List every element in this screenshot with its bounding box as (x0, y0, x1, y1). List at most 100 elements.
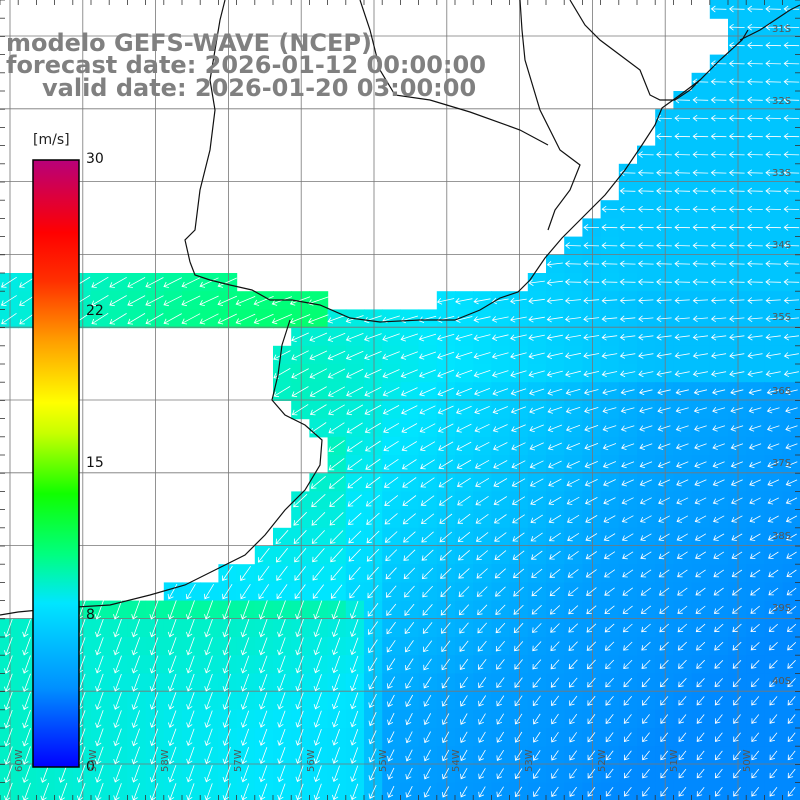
wind-cell (764, 637, 784, 656)
wind-arrow (659, 641, 669, 651)
wind-cell (582, 618, 602, 638)
wind-arrow (496, 713, 505, 725)
wind-arrow (385, 549, 398, 562)
wind-arrow (674, 205, 691, 213)
wind-cell (455, 618, 474, 638)
wind-cell (327, 564, 347, 583)
wind-arrow (601, 333, 618, 341)
wind-cell (418, 600, 438, 620)
wind-cell (455, 473, 474, 492)
wind-arrow (551, 768, 559, 779)
wind-arrow (382, 351, 400, 360)
lat-label: 35S (772, 312, 792, 323)
wind-arrow (420, 495, 435, 506)
wind-arrow (713, 569, 725, 578)
wind-cell (546, 546, 565, 565)
wind-arrow (783, 333, 800, 341)
coastline-segment (359, 0, 549, 146)
wind-arrow (513, 622, 524, 634)
wind-cell (491, 564, 511, 583)
wind-arrow (532, 713, 541, 725)
wind-arrow (533, 786, 541, 798)
wind-arrow (367, 566, 379, 580)
wind-cell (764, 564, 784, 583)
wind-arrow (783, 297, 800, 304)
wind-arrow (167, 673, 177, 692)
wind-cell (382, 382, 401, 401)
wind-arrow (331, 619, 341, 638)
wind-cell (436, 527, 456, 547)
wind-arrow (657, 461, 671, 469)
wind-cell (582, 600, 602, 620)
wind-arrow (767, 533, 779, 541)
wind-cell (491, 600, 511, 620)
wind-arrow (295, 747, 304, 764)
wind-cell (564, 564, 583, 583)
wind-cell (382, 436, 401, 456)
colorbar-gradient (32, 159, 80, 768)
wind-arrow (692, 315, 709, 323)
wind-arrow (641, 641, 651, 651)
wind-arrow (186, 783, 195, 800)
wind-arrow (622, 605, 633, 614)
wind-arrow (259, 710, 268, 728)
wind-arrow (751, 696, 760, 706)
wind-arrow (639, 425, 653, 432)
wind-arrow (474, 406, 490, 415)
wind-cell (673, 637, 693, 656)
wind-arrow (729, 352, 745, 359)
wind-arrow (494, 532, 507, 542)
wind-cell (364, 582, 383, 602)
wind-arrow (4, 782, 13, 800)
wind-cell (564, 746, 583, 765)
wind-arrow (307, 296, 329, 306)
wind-cell (400, 527, 420, 547)
wind-cell (564, 600, 583, 620)
wind-arrow (384, 531, 398, 543)
wind-arrow (460, 713, 468, 725)
wind-cell (436, 618, 456, 638)
wind-arrow (240, 618, 250, 638)
wind-arrow (364, 386, 382, 397)
wind-arrow (584, 443, 599, 451)
wind-arrow (0, 276, 17, 288)
wind-arrow (332, 729, 340, 746)
wind-cell (418, 709, 438, 729)
wind-arrow (620, 407, 635, 414)
wind-arrow (331, 600, 341, 620)
wind-arrow (678, 768, 687, 779)
wind-arrow (674, 370, 690, 378)
wind-arrow (332, 747, 340, 764)
wind-arrow (714, 660, 724, 669)
wind-arrow (729, 370, 745, 378)
wind-arrow (783, 205, 800, 213)
wind-arrow (217, 295, 238, 306)
wind-arrow (492, 388, 509, 396)
wind-arrow (587, 695, 596, 706)
wind-arrow (455, 316, 473, 323)
wind-arrow (728, 187, 745, 195)
wind-arrow (313, 747, 322, 764)
wind-arrow (748, 406, 762, 414)
wind-arrow (457, 513, 471, 524)
wind-cell (673, 582, 693, 602)
wind-arrow (291, 368, 309, 379)
wind-cell (527, 546, 547, 565)
wind-cell (728, 509, 747, 529)
wind-arrow (400, 369, 418, 379)
wind-cell (527, 473, 547, 492)
wind-cell (618, 691, 638, 711)
wind-cell (709, 728, 729, 747)
wind-arrow (168, 728, 177, 747)
wind-arrow (510, 406, 527, 414)
wind-arrow (400, 351, 418, 360)
wind-cell (418, 655, 438, 674)
wind-arrow (602, 461, 617, 469)
wind-cell (491, 746, 511, 765)
wind-arrow (714, 787, 723, 797)
wind-arrow (639, 479, 653, 487)
wind-arrow (549, 605, 561, 615)
wind-cell (746, 618, 765, 638)
wind-arrow (4, 709, 13, 729)
wind-cell (436, 436, 456, 456)
